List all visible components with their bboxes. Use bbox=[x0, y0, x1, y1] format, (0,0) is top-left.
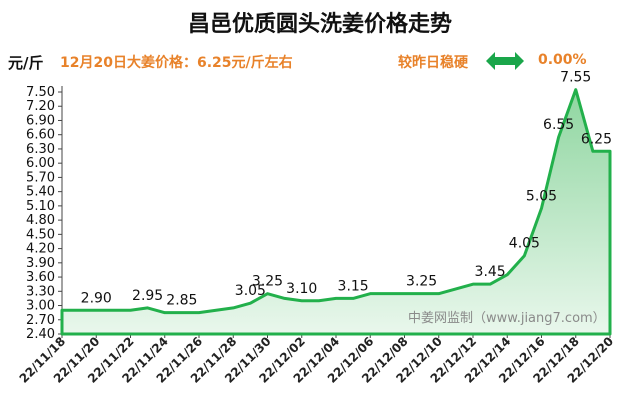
y-tick-label: 6.00 bbox=[26, 156, 55, 171]
y-tick-label: 7.20 bbox=[26, 99, 55, 114]
data-label: 2.95 bbox=[132, 288, 163, 304]
y-tick-label: 3.00 bbox=[26, 299, 55, 314]
y-tick-label: 2.40 bbox=[26, 327, 55, 342]
price-note: 12月20日大姜价格：6.25元/斤左右 bbox=[60, 55, 293, 71]
data-label: 3.25 bbox=[406, 274, 437, 290]
y-tick-label: 6.60 bbox=[26, 128, 55, 143]
data-label: 2.85 bbox=[166, 293, 197, 309]
data-label: 3.45 bbox=[475, 264, 506, 280]
data-label: 3.15 bbox=[338, 278, 369, 294]
y-tick-label: 4.80 bbox=[26, 213, 55, 228]
y-tick-label: 6.90 bbox=[26, 113, 55, 128]
y-tick-label: 5.70 bbox=[26, 170, 55, 185]
price-area-series bbox=[60, 88, 612, 336]
data-label: 7.55 bbox=[560, 70, 591, 86]
chart-title: 昌邑优质圆头洗姜价格走势 bbox=[187, 12, 452, 37]
data-label: 5.05 bbox=[526, 188, 557, 204]
y-tick-label: 7.50 bbox=[26, 85, 55, 100]
data-label: 6.55 bbox=[543, 117, 574, 133]
data-label: 3.10 bbox=[286, 281, 317, 297]
y-tick-label: 3.30 bbox=[26, 284, 55, 299]
data-label: 3.05 bbox=[235, 283, 266, 299]
data-label: 4.05 bbox=[509, 236, 540, 252]
y-tick-label: 3.90 bbox=[26, 256, 55, 271]
y-axis-unit: 元/斤 bbox=[8, 54, 44, 72]
double-arrow-icon bbox=[486, 52, 524, 70]
y-tick-label: 4.20 bbox=[26, 242, 55, 257]
y-tick-label: 5.40 bbox=[26, 185, 55, 200]
data-label: 2.90 bbox=[81, 290, 112, 306]
y-tick-label: 4.50 bbox=[26, 227, 55, 242]
data-label: 3.25 bbox=[252, 274, 283, 290]
y-tick-label: 5.10 bbox=[26, 199, 55, 214]
data-label: 6.25 bbox=[581, 131, 612, 147]
y-tick-label: 3.60 bbox=[26, 270, 55, 285]
y-tick-label: 2.70 bbox=[26, 313, 55, 328]
watermark-text: 中姜网监制（www.jiang7.com） bbox=[408, 311, 606, 326]
trend-change: 0.00% bbox=[538, 52, 587, 68]
trend-label: 较昨日稳硬 bbox=[398, 55, 468, 71]
y-tick-label: 6.30 bbox=[26, 142, 55, 157]
